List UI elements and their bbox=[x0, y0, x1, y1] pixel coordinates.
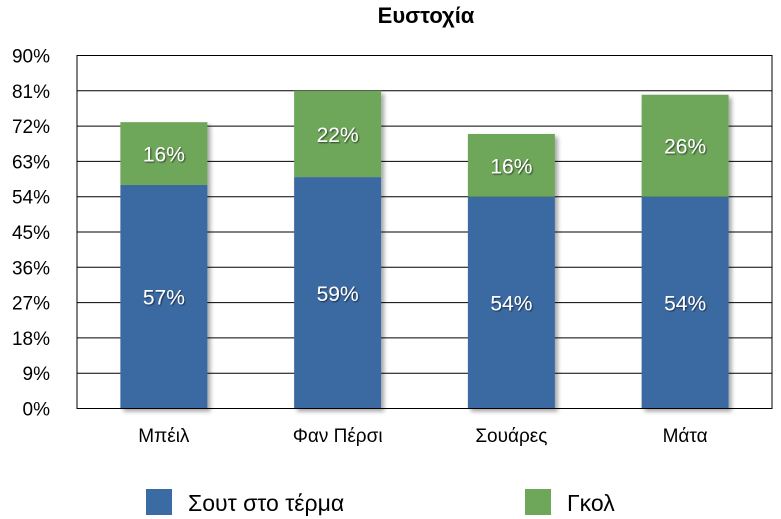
legend-label: Γκολ bbox=[567, 490, 615, 516]
x-axis-categories: Μπέιλ Φαν Πέρσι Σουάρες Μάτα bbox=[138, 426, 707, 447]
data-label: 26% bbox=[664, 136, 706, 159]
legend-swatch bbox=[146, 489, 172, 515]
y-tick-label: 81% bbox=[12, 82, 50, 103]
bar-stack bbox=[120, 122, 208, 409]
data-label: 16% bbox=[490, 155, 532, 178]
bar-stack bbox=[641, 94, 729, 409]
bar-segment bbox=[120, 184, 208, 409]
y-tick-label: 18% bbox=[12, 329, 50, 350]
x-category-label: Φαν Πέρσι bbox=[293, 426, 383, 447]
data-label: 57% bbox=[143, 287, 185, 310]
chart-title: Ευστοχία bbox=[378, 3, 475, 28]
bar-segment bbox=[641, 94, 729, 197]
y-tick-label: 27% bbox=[12, 294, 50, 315]
data-label: 22% bbox=[317, 124, 359, 147]
bar-segment bbox=[120, 122, 208, 185]
x-category-label: Μπέιλ bbox=[138, 426, 190, 447]
bar-segment bbox=[467, 196, 555, 409]
legend-swatch bbox=[525, 489, 551, 515]
bar-segment bbox=[641, 196, 729, 409]
legend: Σουτ στο τέρμα Γκολ bbox=[146, 489, 615, 516]
plot-frame bbox=[76, 55, 773, 409]
bar-stack bbox=[294, 90, 382, 409]
data-label: 59% bbox=[317, 283, 359, 306]
y-tick-label: 36% bbox=[12, 258, 50, 279]
data-label: 16% bbox=[143, 144, 185, 167]
bars: 57% 16% 59% 22% 54% 16% 54% 26% bbox=[120, 90, 729, 409]
data-label: 54% bbox=[490, 293, 532, 316]
y-tick-label: 45% bbox=[12, 223, 50, 244]
x-category-label: Σουάρες bbox=[475, 426, 547, 447]
bar-segment bbox=[294, 177, 382, 409]
y-tick-label: 9% bbox=[23, 364, 51, 385]
y-axis-ticks: 0% 9% 18% 27% 36% 45% 54% 63% 72% 81% 90% bbox=[12, 47, 50, 421]
y-tick-label: 63% bbox=[12, 152, 50, 173]
data-label: 54% bbox=[664, 293, 706, 316]
x-category-label: Μάτα bbox=[663, 426, 708, 447]
bar-stack bbox=[467, 133, 555, 409]
y-tick-label: 72% bbox=[12, 117, 50, 138]
bar-segment bbox=[294, 90, 382, 178]
y-tick-label: 54% bbox=[12, 188, 50, 209]
y-tick-label: 0% bbox=[23, 400, 51, 421]
y-tick-label: 90% bbox=[12, 47, 50, 68]
legend-label: Σουτ στο τέρμα bbox=[188, 490, 344, 516]
bar-segment bbox=[467, 133, 555, 197]
